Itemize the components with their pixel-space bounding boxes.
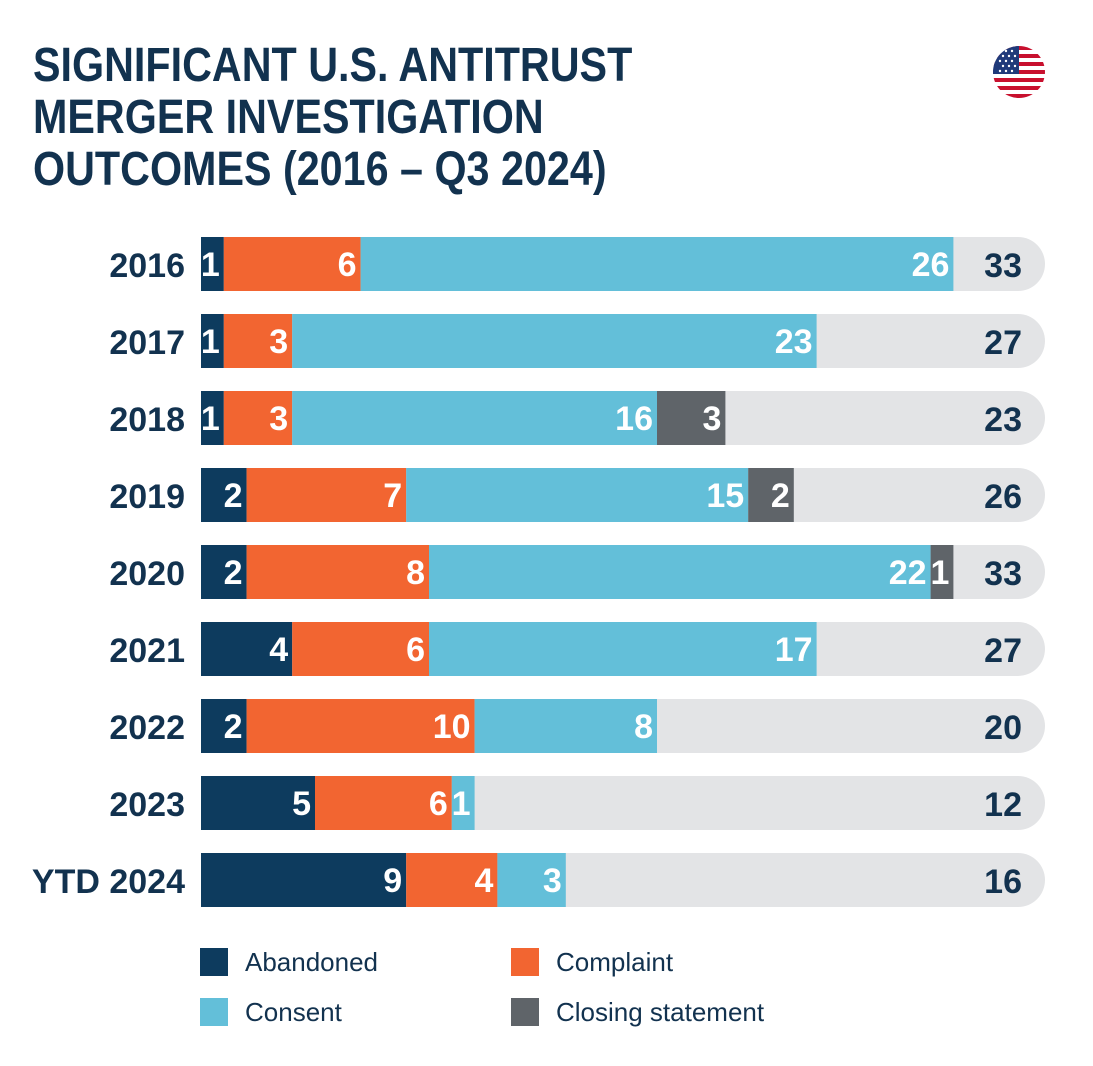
bar-segment-consent-2018 [292, 391, 657, 445]
data-label-closing-statement-2019: 2 [771, 477, 790, 515]
data-label-consent-2022: 8 [634, 708, 653, 746]
data-label-complaint-ytd-2024: 4 [474, 862, 493, 900]
category-label-2021: 2021 [109, 632, 185, 670]
data-label-consent-2020: 22 [889, 554, 927, 592]
data-label-consent-2023: 1 [452, 785, 471, 823]
legend-item-complaint: Complaint [511, 947, 673, 977]
data-label-abandoned-2016: 1 [201, 246, 220, 284]
legend-label-consent: Consent [245, 996, 342, 1027]
legend-swatch-closing-statement [511, 998, 539, 1026]
page-title: SIGNIFICANT U.S. ANTITRUST MERGER INVEST… [33, 40, 807, 196]
bar-segment-abandoned-2018 [201, 391, 224, 445]
category-label-ytd-2024: YTD 2024 [32, 863, 185, 901]
total-label-2018: 23 [984, 401, 1022, 439]
data-label-complaint-2016: 6 [338, 246, 357, 284]
bar-segment-complaint-2021 [292, 622, 429, 676]
legend: Abandoned Complaint Consent Closing stat… [200, 945, 900, 1045]
bar-segment-complaint-2017 [223, 314, 293, 368]
data-label-consent-2016: 26 [912, 246, 950, 284]
bar-segment-closing-statement-2019 [748, 468, 794, 522]
bar-segment-complaint-2016 [223, 237, 361, 291]
bar-segment-consent-2023 [451, 776, 475, 830]
category-label-2019: 2019 [109, 478, 185, 516]
legend-swatch-complaint [511, 948, 539, 976]
bar-segment-complaint-2022 [246, 699, 475, 753]
us-flag-icon [993, 46, 1045, 98]
total-label-2016: 33 [984, 247, 1022, 285]
bar-segment-closing-statement-2020 [930, 545, 954, 599]
data-label-abandoned-2020: 2 [224, 554, 243, 592]
data-label-abandoned-2021: 4 [269, 631, 288, 669]
data-label-abandoned-2023: 5 [292, 785, 311, 823]
data-label-closing-statement-2018: 3 [702, 400, 721, 438]
bar-segment-abandoned-ytd-2024 [201, 853, 407, 907]
bar-segment-abandoned-2022 [201, 699, 247, 753]
bar-segment-abandoned-2016 [201, 237, 224, 291]
data-label-abandoned-2019: 2 [224, 477, 243, 515]
data-label-complaint-2020: 8 [406, 554, 425, 592]
total-label-2020: 33 [984, 555, 1022, 593]
data-label-consent-ytd-2024: 3 [543, 862, 562, 900]
bar-segment-abandoned-2019 [201, 468, 247, 522]
data-label-abandoned-ytd-2024: 9 [383, 862, 402, 900]
bar-segment-closing-statement-2018 [657, 391, 726, 445]
bar-segment-consent-2017 [292, 314, 817, 368]
data-label-consent-2019: 15 [706, 477, 744, 515]
bar-segment-complaint-ytd-2024 [406, 853, 498, 907]
legend-label-abandoned: Abandoned [245, 946, 379, 977]
total-label-2023: 12 [984, 786, 1022, 824]
total-label-2017: 27 [984, 324, 1022, 362]
legend-item-consent: Consent [200, 997, 342, 1027]
legend-item-closing-statement: Closing statement [511, 997, 764, 1027]
data-label-complaint-2018: 3 [269, 400, 288, 438]
bar-segment-consent-2016 [360, 237, 954, 291]
data-label-complaint-2022: 10 [433, 708, 471, 746]
total-label-2021: 27 [984, 632, 1022, 670]
category-label-2016: 2016 [109, 247, 185, 285]
data-label-consent-2017: 23 [775, 323, 813, 361]
data-label-consent-2021: 17 [775, 631, 813, 669]
total-label-2019: 26 [984, 478, 1022, 516]
bar-segment-abandoned-2020 [201, 545, 247, 599]
legend-swatch-consent [200, 998, 228, 1026]
bar-segment-complaint-2023 [315, 776, 452, 830]
category-label-2018: 2018 [109, 401, 185, 439]
bar-segment-complaint-2020 [246, 545, 429, 599]
bar-segment-consent-2022 [474, 699, 657, 753]
legend-label-complaint: Complaint [556, 946, 674, 977]
data-label-abandoned-2017: 1 [201, 323, 220, 361]
bar-segment-abandoned-2023 [201, 776, 315, 830]
data-label-complaint-2019: 7 [383, 477, 402, 515]
category-label-2020: 2020 [109, 555, 185, 593]
category-label-2017: 2017 [109, 324, 185, 362]
bar-segment-complaint-2019 [246, 468, 407, 522]
category-label-2022: 2022 [109, 709, 185, 747]
total-label-ytd-2024: 16 [984, 863, 1022, 901]
title-line-3: OUTCOMES (2016 – Q3 2024) [33, 143, 607, 196]
bar-segment-complaint-2018 [223, 391, 293, 445]
title-line-1: SIGNIFICANT U.S. ANTITRUST [33, 39, 633, 92]
bar-segment-consent-2019 [406, 468, 749, 522]
data-label-complaint-2023: 6 [429, 785, 448, 823]
bar-segment-consent-ytd-2024 [497, 853, 566, 907]
data-label-closing-statement-2020: 1 [930, 554, 949, 592]
data-label-abandoned-2022: 2 [224, 708, 243, 746]
legend-label-closing-statement: Closing statement [556, 996, 765, 1027]
bar-segment-consent-2021 [429, 622, 817, 676]
bar-segment-abandoned-2017 [201, 314, 224, 368]
data-label-complaint-2021: 6 [406, 631, 425, 669]
legend-item-abandoned: Abandoned [200, 947, 378, 977]
data-label-complaint-2017: 3 [269, 323, 288, 361]
title-line-2: MERGER INVESTIGATION [33, 91, 544, 144]
legend-swatch-abandoned [200, 948, 228, 976]
bar-segment-abandoned-2021 [201, 622, 293, 676]
total-label-2022: 20 [984, 709, 1022, 747]
category-label-2023: 2023 [109, 786, 185, 824]
data-label-abandoned-2018: 1 [201, 400, 220, 438]
bar-segment-consent-2020 [429, 545, 931, 599]
data-label-consent-2018: 16 [615, 400, 653, 438]
